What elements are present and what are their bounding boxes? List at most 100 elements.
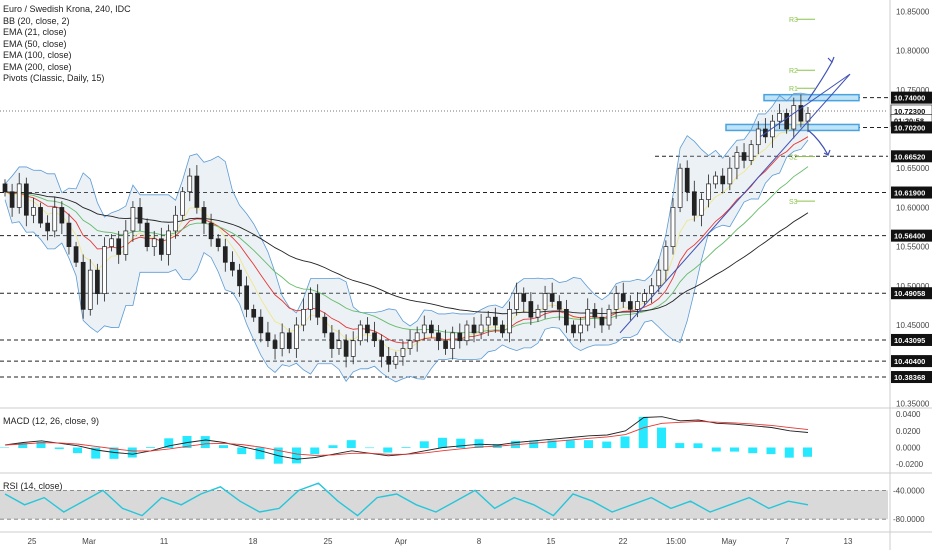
macd-histogram-bar xyxy=(109,447,119,459)
candle-body xyxy=(663,246,669,271)
ema21-line xyxy=(4,120,809,352)
price-badge-label: 10.38368 xyxy=(894,373,925,382)
price-tick-label: 10.65000 xyxy=(896,164,930,173)
candle-body xyxy=(613,293,619,310)
pivot-label: S2 xyxy=(789,154,798,161)
arrow-head-down xyxy=(823,149,831,156)
candle-body xyxy=(414,332,420,342)
candle-body xyxy=(393,356,399,365)
price-tick-label: 10.45000 xyxy=(896,321,930,330)
candle-body xyxy=(237,269,242,287)
price-badge-label: 10.66520 xyxy=(894,152,925,161)
candle-body xyxy=(450,332,456,349)
price-tick-label: 10.55000 xyxy=(896,243,930,252)
macd-histogram-bar xyxy=(18,443,28,448)
macd-histogram-bar xyxy=(36,441,46,448)
price-tick-label: 10.35000 xyxy=(896,399,930,408)
candle-body xyxy=(784,112,790,130)
candle-body xyxy=(258,316,264,334)
candle-body xyxy=(158,238,164,255)
time-tick-label: 25 xyxy=(28,537,37,546)
indicator-ema200[interactable]: EMA (200, close) xyxy=(3,61,72,72)
macd-histogram-bar xyxy=(219,445,228,448)
macd-histogram-bar xyxy=(0,447,9,448)
candle-body xyxy=(2,183,8,193)
macd-histogram-bar xyxy=(748,447,758,454)
price-badge xyxy=(891,150,932,163)
rsi-label[interactable]: RSI (14, close) xyxy=(3,481,63,491)
macd-histogram-bar xyxy=(784,447,794,458)
time-tick-label: 15:00 xyxy=(666,537,687,546)
macd-label[interactable]: MACD (12, 26, close, 9) xyxy=(3,416,100,426)
macd-histogram-bar xyxy=(182,435,192,448)
candle-body xyxy=(713,175,718,185)
candle-body xyxy=(627,301,633,310)
macd-tick-label: 0.0000 xyxy=(896,444,921,453)
rsi-tick-label: -80.0000 xyxy=(893,515,925,524)
macd-histogram-bar xyxy=(438,437,447,448)
candle-body xyxy=(443,340,448,349)
macd-histogram-bar xyxy=(766,447,776,455)
candle-body xyxy=(635,301,640,310)
candle-body xyxy=(606,308,612,326)
candle-body xyxy=(87,269,93,310)
candle-body xyxy=(521,293,527,302)
candle-body xyxy=(571,324,576,334)
candle-body xyxy=(187,175,193,193)
candle-body xyxy=(222,246,228,263)
time-tick-label: 25 xyxy=(324,537,333,546)
price-badge xyxy=(891,371,932,384)
pivot-label: R1 xyxy=(789,86,798,93)
candle-body xyxy=(279,332,285,349)
candle-body xyxy=(137,207,143,224)
candle-body xyxy=(699,199,704,216)
candle-body xyxy=(272,340,278,349)
symbol-title[interactable]: Euro / Swedish Krona, 240, IDC xyxy=(3,4,131,14)
time-tick-label: 8 xyxy=(477,537,482,546)
price-badge-label: 01:20:58 xyxy=(894,116,924,125)
rsi-line xyxy=(4,482,809,517)
candle-body xyxy=(208,222,214,240)
candle-body xyxy=(9,191,15,208)
time-tick-label: 18 xyxy=(249,537,258,546)
candle-body xyxy=(798,105,804,122)
indicator-ema50[interactable]: EMA (50, close) xyxy=(3,38,67,49)
candle-body xyxy=(123,230,129,255)
candle-body xyxy=(80,261,86,310)
candle-body xyxy=(478,324,484,334)
candle-body xyxy=(727,167,733,185)
price-badge-label: 10.61900 xyxy=(894,189,925,198)
candle-body xyxy=(31,207,36,216)
macd-histogram-bar xyxy=(73,447,82,454)
price-tick-label: 10.80000 xyxy=(896,47,930,56)
macd-histogram-bar xyxy=(456,438,466,448)
candle-body xyxy=(549,293,555,302)
price-tick-label: 10.50000 xyxy=(896,282,930,291)
candle-body xyxy=(322,316,328,334)
indicator-ema21[interactable]: EMA (21, close) xyxy=(3,27,67,37)
indicator-pivots[interactable]: Pivots (Classic, Daily, 15) xyxy=(3,73,105,83)
candle-body xyxy=(215,238,221,247)
candle-body xyxy=(471,324,477,334)
candles-group xyxy=(2,94,811,373)
candle-body xyxy=(542,293,548,310)
candle-body xyxy=(649,285,655,295)
candle-body xyxy=(365,324,370,334)
indicator-ema100[interactable]: EMA (100, close) xyxy=(3,50,72,60)
candle-body xyxy=(294,324,299,349)
macd-tick-label: 0.0400 xyxy=(896,410,921,419)
candle-body xyxy=(528,301,534,318)
macd-histogram-bar xyxy=(657,427,666,448)
time-tick-label: 7 xyxy=(785,537,790,546)
candle-body xyxy=(350,340,356,357)
macd-histogram-bar xyxy=(328,445,338,448)
price-badge-label: 10.40400 xyxy=(894,357,925,366)
candle-body xyxy=(180,191,186,216)
candle-body xyxy=(485,316,491,326)
candle-body xyxy=(95,269,100,295)
candle-body xyxy=(564,308,569,326)
candle-body xyxy=(244,285,249,310)
macd-histogram-bar xyxy=(401,447,411,448)
indicator-bb[interactable]: BB (20, close, 2) xyxy=(3,15,70,26)
